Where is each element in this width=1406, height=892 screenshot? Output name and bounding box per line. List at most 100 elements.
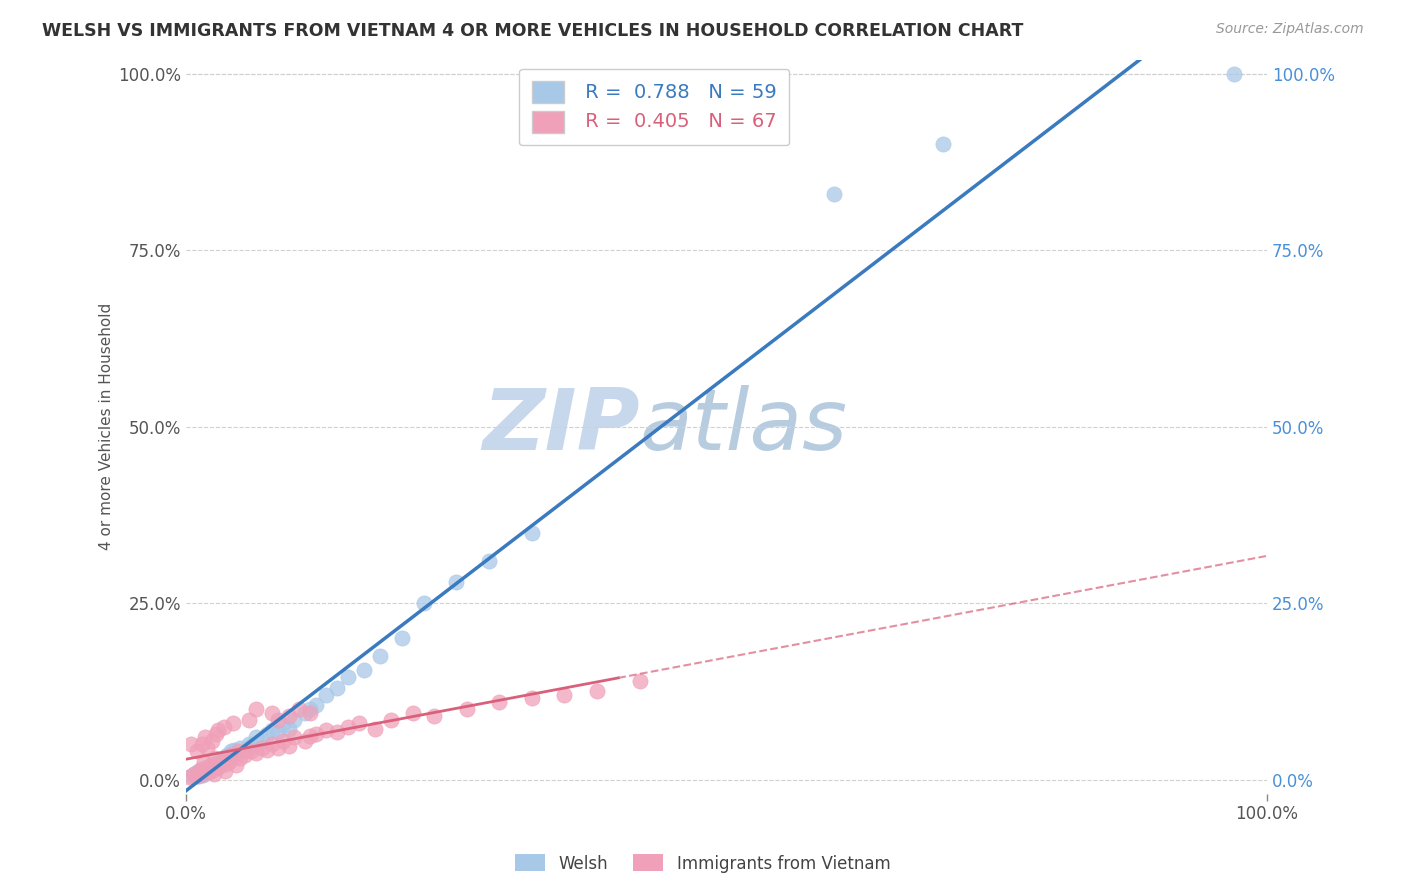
- Point: [225, 758, 247, 772]
- Point: [191, 767, 214, 781]
- Point: [191, 765, 214, 780]
- Point: [177, 771, 200, 785]
- Point: [207, 760, 229, 774]
- Point: [200, 758, 222, 772]
- Point: [202, 762, 225, 776]
- Point: [262, 723, 284, 738]
- Point: [229, 751, 252, 765]
- Point: [326, 681, 349, 695]
- Point: [214, 764, 236, 778]
- Point: [187, 769, 209, 783]
- Point: [209, 758, 232, 772]
- Point: [205, 727, 228, 741]
- Point: [337, 720, 360, 734]
- Text: atlas: atlas: [640, 385, 848, 468]
- Point: [180, 769, 202, 783]
- Point: [207, 723, 229, 738]
- Point: [370, 648, 392, 663]
- Point: [477, 554, 499, 568]
- Point: [197, 760, 219, 774]
- Point: [211, 755, 233, 769]
- Point: [337, 670, 360, 684]
- Point: [444, 574, 467, 589]
- Point: [212, 751, 235, 765]
- Point: [824, 186, 846, 201]
- Point: [245, 730, 267, 744]
- Point: [215, 751, 238, 765]
- Point: [299, 702, 322, 716]
- Point: [288, 702, 311, 716]
- Point: [267, 740, 290, 755]
- Point: [931, 137, 953, 152]
- Point: [194, 762, 217, 776]
- Point: [204, 751, 226, 765]
- Legend:  R =  0.788   N = 59,  R =  0.405   N = 67: R = 0.788 N = 59, R = 0.405 N = 67: [519, 69, 789, 145]
- Point: [294, 706, 316, 720]
- Point: [238, 713, 260, 727]
- Point: [271, 733, 294, 747]
- Point: [380, 713, 402, 727]
- Point: [239, 744, 262, 758]
- Point: [222, 747, 245, 762]
- Legend: Welsh, Immigrants from Vietnam: Welsh, Immigrants from Vietnam: [509, 847, 897, 880]
- Point: [201, 762, 224, 776]
- Point: [250, 740, 273, 755]
- Point: [250, 733, 273, 747]
- Point: [229, 740, 252, 755]
- Point: [315, 688, 337, 702]
- Point: [191, 767, 214, 781]
- Point: [202, 767, 225, 781]
- Point: [219, 744, 242, 758]
- Point: [187, 765, 209, 780]
- Point: [585, 684, 607, 698]
- Point: [271, 717, 294, 731]
- Point: [186, 769, 208, 783]
- Text: ZIP: ZIP: [482, 385, 640, 468]
- Point: [277, 722, 299, 736]
- Point: [197, 765, 219, 780]
- Text: WELSH VS IMMIGRANTS FROM VIETNAM 4 OR MORE VEHICLES IN HOUSEHOLD CORRELATION CHA: WELSH VS IMMIGRANTS FROM VIETNAM 4 OR MO…: [42, 22, 1024, 40]
- Point: [326, 724, 349, 739]
- Point: [224, 743, 246, 757]
- Point: [277, 709, 299, 723]
- Point: [198, 762, 221, 776]
- Point: [267, 713, 290, 727]
- Point: [209, 758, 232, 772]
- Point: [204, 757, 226, 772]
- Point: [215, 757, 238, 772]
- Point: [520, 691, 543, 706]
- Point: [520, 525, 543, 540]
- Point: [218, 751, 240, 765]
- Point: [186, 744, 208, 758]
- Point: [205, 758, 228, 772]
- Point: [198, 764, 221, 778]
- Y-axis label: 4 or more Vehicles in Household: 4 or more Vehicles in Household: [100, 303, 114, 550]
- Point: [299, 706, 322, 720]
- Point: [277, 739, 299, 753]
- Point: [201, 758, 224, 772]
- Point: [191, 737, 214, 751]
- Point: [197, 765, 219, 780]
- Point: [628, 673, 651, 688]
- Point: [412, 596, 434, 610]
- Point: [212, 720, 235, 734]
- Point: [211, 755, 233, 769]
- Point: [267, 724, 290, 739]
- Point: [226, 744, 249, 758]
- Point: [197, 740, 219, 755]
- Point: [187, 764, 209, 778]
- Point: [219, 747, 242, 762]
- Point: [353, 663, 375, 677]
- Point: [238, 737, 260, 751]
- Point: [245, 702, 267, 716]
- Point: [201, 760, 224, 774]
- Point: [315, 723, 337, 738]
- Point: [299, 729, 322, 743]
- Point: [347, 716, 370, 731]
- Point: [304, 698, 326, 713]
- Point: [180, 737, 202, 751]
- Point: [200, 764, 222, 778]
- Point: [256, 727, 278, 741]
- Point: [226, 746, 249, 760]
- Point: [190, 767, 212, 781]
